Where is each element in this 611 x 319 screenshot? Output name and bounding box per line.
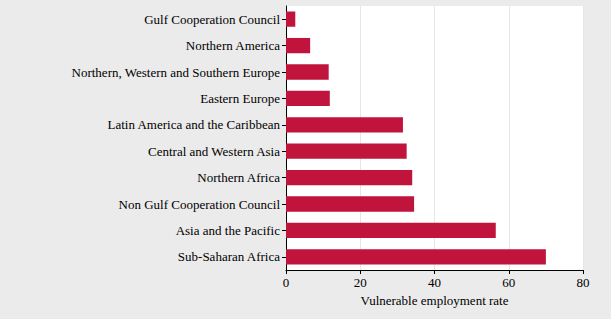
svg-text:Northern America: Northern America: [186, 38, 280, 53]
svg-text:Gulf Cooperation Council: Gulf Cooperation Council: [144, 12, 280, 27]
svg-text:80: 80: [577, 275, 590, 290]
svg-text:40: 40: [428, 275, 441, 290]
svg-text:Asia and the Pacific: Asia and the Pacific: [176, 223, 281, 238]
svg-text:Latin America and the Caribbea: Latin America and the Caribbean: [107, 117, 280, 132]
svg-text:Central and Western Asia: Central and Western Asia: [148, 144, 280, 159]
svg-text:Northern Africa: Northern Africa: [197, 170, 280, 185]
svg-text:0: 0: [283, 275, 290, 290]
svg-text:Sub-Saharan Africa: Sub-Saharan Africa: [178, 249, 280, 264]
svg-text:20: 20: [354, 275, 367, 290]
svg-text:Northern, Western and Southern: Northern, Western and Southern Europe: [72, 65, 281, 80]
svg-text:Eastern Europe: Eastern Europe: [200, 91, 280, 106]
svg-text:60: 60: [502, 275, 515, 290]
svg-text:Vulnerable employment rate: Vulnerable employment rate: [361, 293, 509, 308]
svg-text:Non Gulf Cooperation Council: Non Gulf Cooperation Council: [119, 197, 281, 212]
